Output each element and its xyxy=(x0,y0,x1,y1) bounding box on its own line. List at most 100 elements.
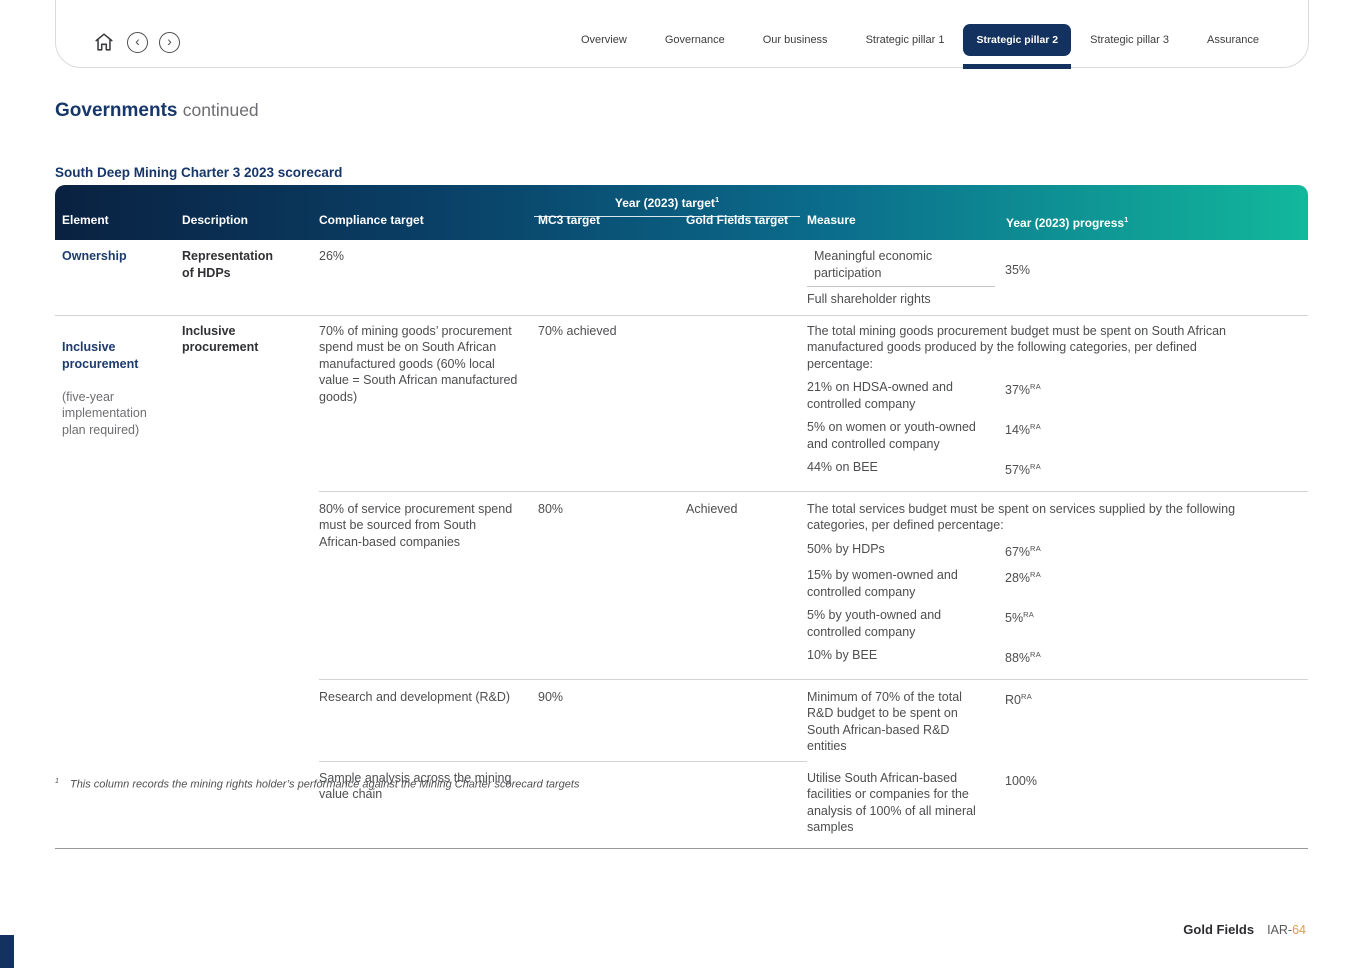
col-progress: Year (2023) progress1 xyxy=(1006,212,1308,232)
subrow-service-procurement: 80% of service procurement spend must be… xyxy=(319,490,1308,679)
col-compliance-target: Compliance target xyxy=(319,212,424,227)
tab-governance[interactable]: Governance xyxy=(664,34,725,46)
gf-service: Achieved xyxy=(686,501,738,516)
scorecard-table: Year (2023) target1 Element Description … xyxy=(55,185,1308,849)
compliance-sample: Sample analysis across the mining value … xyxy=(319,770,512,802)
table-row-ownership: Ownership Representation of HDPs 26% Mea… xyxy=(55,240,1308,316)
measure-labels: Meaningful economic participation Full s… xyxy=(807,248,1005,308)
measure-item: Utilise South African-based facilities o… xyxy=(807,770,1308,836)
measure-item-label: 15% by women-owned and controlled compan… xyxy=(807,568,958,599)
mc3-service: 80% xyxy=(538,501,564,516)
measure-item: 44% on BEE 57%RA xyxy=(807,459,1308,479)
measure-mining-goods: The total mining goods procurement budge… xyxy=(807,323,1308,479)
mc3-rd: 90% xyxy=(538,689,564,704)
tab-strategic-pillar-3[interactable]: Strategic pillar 3 xyxy=(1090,34,1170,46)
col-progress-footnote-ref: 1 xyxy=(1124,214,1129,224)
measure-item-value: 5%RA xyxy=(1005,607,1308,640)
assurance-superscript: RA xyxy=(1030,650,1042,660)
measure-service: The total services budget must be spent … xyxy=(807,501,1308,667)
measure-item-label: 5% by youth-owned and controlled company xyxy=(807,608,942,639)
col-gold-fields-target: Gold Fields target xyxy=(686,212,789,227)
progress-value: 100% xyxy=(1005,774,1037,789)
page-title-suffix: continued xyxy=(182,100,259,120)
subrow-research-development: Research and development (R&D) 90% Minim… xyxy=(319,678,1308,761)
col-element: Element xyxy=(62,212,109,227)
measure-sample: Utilise South African-based facilities o… xyxy=(807,770,1308,836)
progress-value: 5% xyxy=(1005,611,1024,626)
assurance-superscript: RA xyxy=(1030,462,1042,471)
column-header-row: Element Description Compliance target MC… xyxy=(55,212,1308,232)
compliance-ownership: 26% xyxy=(319,249,345,263)
measure-item-label: 50% by HDPs xyxy=(807,541,885,556)
forward-icon[interactable]: › xyxy=(159,31,180,53)
gf-ownership xyxy=(686,248,807,308)
tab-overview[interactable]: Overview xyxy=(580,34,627,46)
gf-rd xyxy=(686,689,807,755)
measure-item-value: 37%RA xyxy=(1005,379,1308,412)
active-tab-underline xyxy=(963,64,1072,69)
progress-value: 28% xyxy=(1005,571,1031,586)
section-tabs: Overview Governance Our business Strateg… xyxy=(562,24,1278,69)
partial-separator xyxy=(319,760,807,762)
page-reference: IAR-64 xyxy=(1267,923,1306,937)
measure-item-label: 44% on BEE xyxy=(807,460,878,474)
col-progress-label: Year (2023) progress xyxy=(1006,215,1125,230)
measure-item-label: Minimum of 70% of the total R&D budget t… xyxy=(807,689,962,754)
description-inclusive-procurement: Inclusive procurement xyxy=(182,323,259,355)
progress-value: 88% xyxy=(1005,651,1031,666)
footnote-text: This column records the mining rights ho… xyxy=(69,778,580,791)
measure-item-label: 21% on HDSA-owned and controlled company xyxy=(807,380,953,411)
progress-value: 14% xyxy=(1005,423,1031,438)
measure-item-value: 100% xyxy=(1005,770,1308,836)
measure-item: 5% on women or youth-owned and controlle… xyxy=(807,419,1308,452)
gf-mining-goods xyxy=(686,323,807,479)
group-header-label: Year (2023) target xyxy=(614,196,715,210)
assurance-superscript: RA xyxy=(1030,543,1042,553)
back-icon[interactable]: ‹ xyxy=(127,31,148,53)
measure-item-value: R0RA xyxy=(1005,689,1308,755)
footnote-marker: 1 xyxy=(55,778,59,785)
brand-name: Gold Fields xyxy=(1183,922,1255,937)
subrow-sample-analysis: Sample analysis across the mining value … xyxy=(319,760,1308,848)
assurance-superscript: RA xyxy=(1030,422,1042,431)
subrow-mining-goods: 70% of mining goods’ procurement spend m… xyxy=(319,323,1308,491)
mc3-ownership xyxy=(538,248,686,308)
measure-item-value: 57%RA xyxy=(1005,459,1308,479)
measure-item-label: 10% by BEE xyxy=(807,648,878,663)
measure-item: Minimum of 70% of the total R&D budget t… xyxy=(807,689,1308,755)
tab-our-business[interactable]: Our business xyxy=(762,34,828,46)
subrow-stack: 70% of mining goods’ procurement spend m… xyxy=(319,323,1308,848)
element-label: Inclusive procurement xyxy=(62,340,139,371)
table-row-inclusive-procurement: Inclusive procurement (five-year impleme… xyxy=(55,316,1308,848)
measure-intro: The total services budget must be spent … xyxy=(807,501,1236,533)
description-ownership: Representation of HDPs xyxy=(182,249,273,280)
element-note: (five-year implementation plan required) xyxy=(62,389,147,437)
group-header-footnote-ref: 1 xyxy=(714,195,720,204)
tab-strategic-pillar-1[interactable]: Strategic pillar 1 xyxy=(865,34,945,46)
measure-intro: The total mining goods procurement budge… xyxy=(807,323,1227,371)
col-measure: Measure xyxy=(807,212,856,227)
measure-item-value: 88%RA xyxy=(1005,647,1308,667)
mc3-mining-goods: 70% achieved xyxy=(538,323,617,338)
tab-assurance[interactable]: Assurance xyxy=(1207,34,1259,46)
tab-strategic-pillar-2[interactable]: Strategic pillar 2 xyxy=(963,24,1072,69)
measure-rd: Minimum of 70% of the total R&D budget t… xyxy=(807,689,1308,755)
footnote: 1 This column records the mining rights … xyxy=(55,778,1308,791)
measure-ownership: Meaningful economic participation Full s… xyxy=(807,248,1308,308)
group-header-year-target: Year (2023) target1 xyxy=(534,192,800,217)
top-navigation-bar: ‹ › Overview Governance Our business Str… xyxy=(55,0,1309,69)
element-ownership: Ownership xyxy=(62,249,127,263)
page-number: 64 xyxy=(1292,923,1306,937)
progress-ownership: 35% xyxy=(1005,263,1031,277)
col-description: Description xyxy=(182,212,249,227)
tab-label: Strategic pillar 2 xyxy=(976,34,1059,46)
element-inclusive-procurement: Inclusive procurement (five-year impleme… xyxy=(55,323,182,848)
measure-meaningful-participation: Meaningful economic participation xyxy=(807,248,995,287)
measure-item: 15% by women-owned and controlled compan… xyxy=(807,567,1308,600)
assurance-superscript: RA xyxy=(1020,691,1033,701)
assurance-superscript: RA xyxy=(1030,382,1042,391)
scorecard-title: South Deep Mining Charter 3 2023 scoreca… xyxy=(55,165,343,180)
home-icon[interactable] xyxy=(92,30,116,54)
assurance-superscript: RA xyxy=(1030,570,1042,580)
assurance-superscript: RA xyxy=(1023,610,1035,620)
